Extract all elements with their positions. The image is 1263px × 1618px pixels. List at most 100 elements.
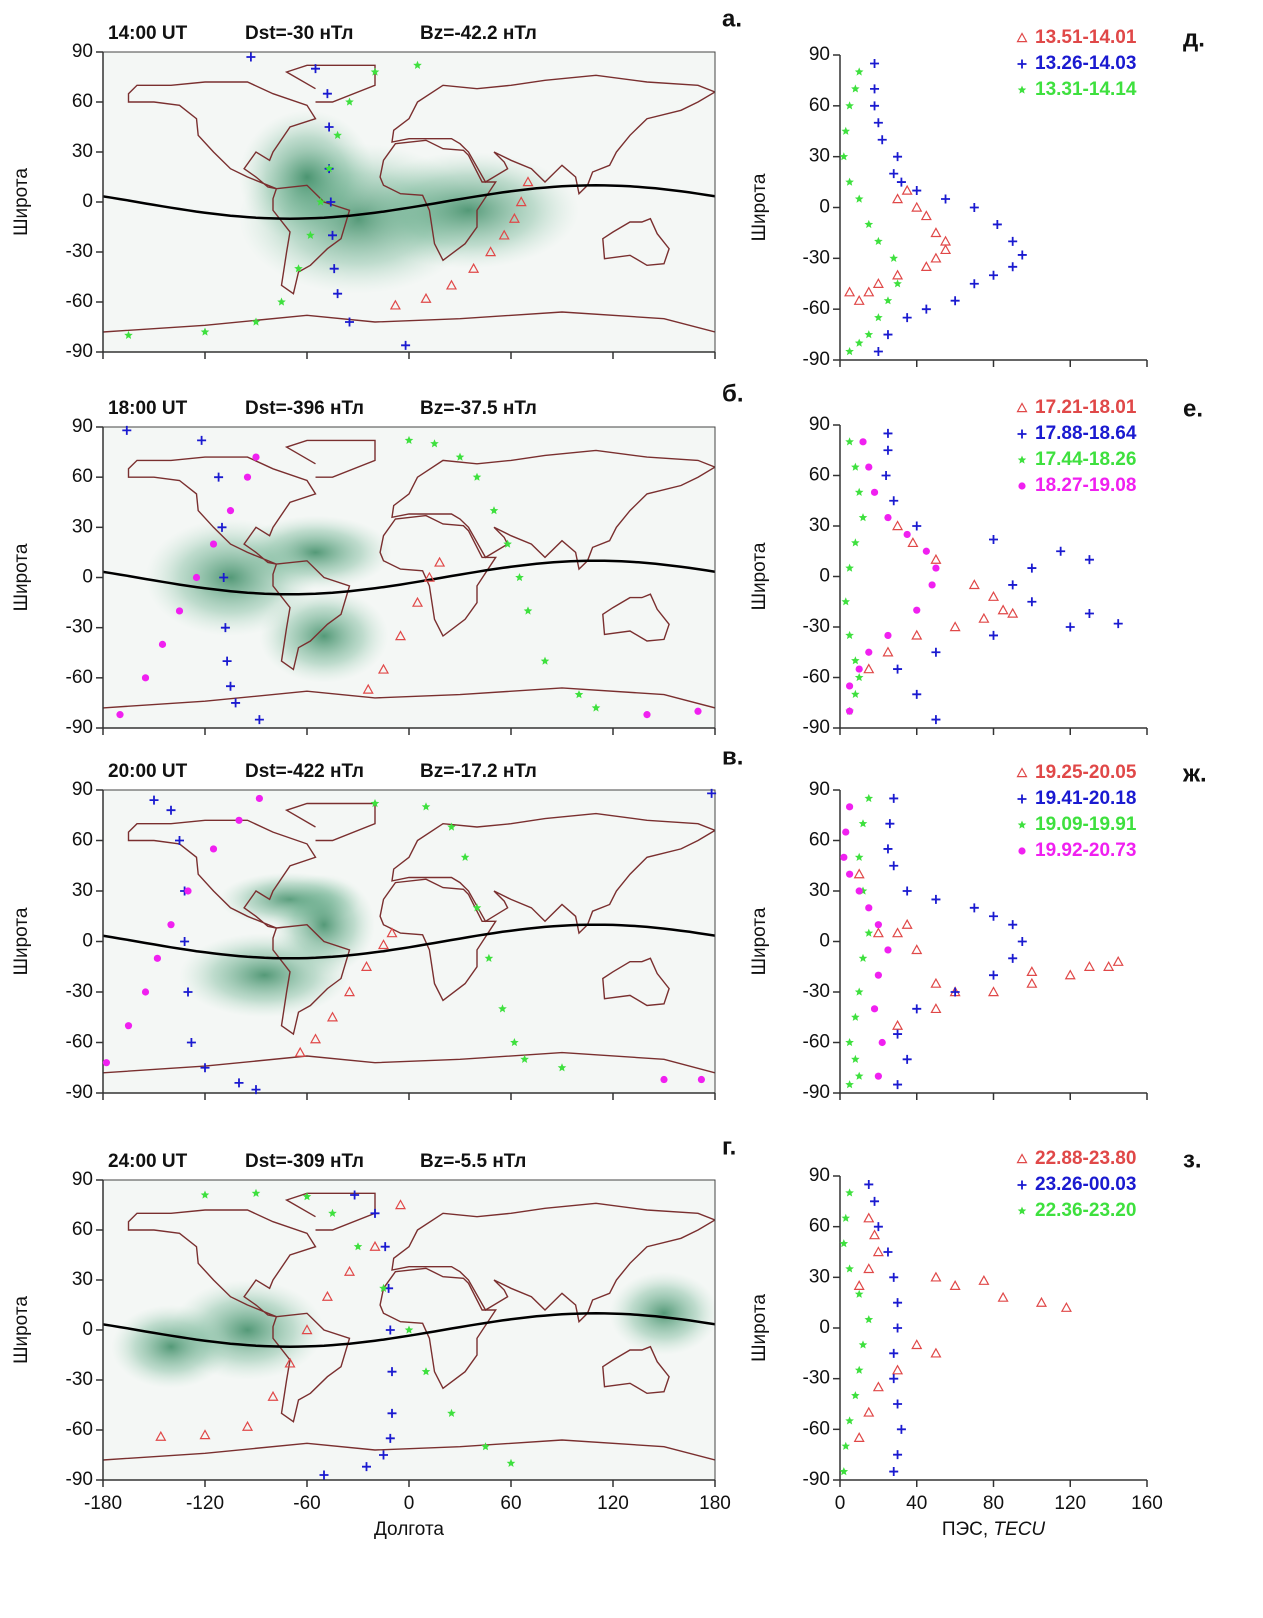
plus-marker	[989, 534, 998, 544]
plus-marker	[385, 1433, 395, 1443]
triangle-marker	[863, 1212, 875, 1223]
triangle-marker	[301, 1324, 313, 1335]
plus-marker	[969, 203, 979, 212]
plus-marker	[989, 970, 998, 980]
legend-label: 22.36-23.20	[1035, 1200, 1136, 1221]
plus-marker	[931, 647, 941, 657]
triangle-marker	[411, 596, 424, 607]
star-marker	[353, 1242, 363, 1251]
circle-marker	[878, 1038, 886, 1047]
circle-marker	[884, 513, 892, 522]
y-axis-label: Широта	[749, 1294, 770, 1362]
triangle-marker	[863, 663, 875, 674]
plus-marker	[889, 861, 899, 871]
plus-marker	[385, 1325, 395, 1335]
x-tick-label: 0	[404, 1493, 415, 1514]
y-tick-label: 0	[819, 1317, 830, 1338]
y-tick-label: 90	[72, 41, 93, 62]
circle-marker	[243, 473, 252, 481]
plus-marker	[883, 428, 893, 438]
plus-marker	[180, 937, 190, 946]
x-tick-label: 120	[597, 1493, 629, 1514]
triangle-marker	[911, 201, 923, 212]
legend-label: 19.25-20.05	[1035, 762, 1137, 783]
triangle-marker	[1016, 767, 1028, 778]
triangle-marker	[326, 1011, 339, 1022]
triangle-marker	[892, 193, 904, 204]
triangle-marker	[386, 927, 398, 938]
plus-marker	[387, 1408, 397, 1418]
plus-marker	[311, 64, 320, 74]
triangle-marker	[508, 212, 520, 223]
legend-label: 23.26-00.03	[1035, 1174, 1136, 1195]
plus-marker	[950, 296, 960, 306]
plus-marker	[870, 58, 880, 68]
star-marker	[845, 1188, 854, 1197]
star-marker	[854, 1365, 864, 1374]
plus-marker	[873, 347, 883, 357]
plus-marker	[893, 1323, 903, 1333]
plus-marker	[921, 304, 931, 314]
legend-label: 18.27-19.08	[1035, 475, 1136, 496]
plus-marker	[326, 197, 336, 207]
y-tick-label: 30	[809, 880, 830, 901]
plus-marker	[231, 698, 241, 708]
star-marker	[404, 435, 414, 444]
coastline	[103, 687, 715, 709]
star-marker	[854, 987, 864, 996]
y-tick-label: -90	[803, 1082, 830, 1103]
star-marker	[200, 1190, 210, 1199]
y-tick-label: 60	[809, 1216, 830, 1237]
coastline	[379, 514, 497, 638]
triangle-marker	[284, 1357, 296, 1368]
circle-marker	[694, 707, 702, 715]
plot-frame	[840, 790, 1147, 1093]
y-tick-label: 0	[819, 566, 830, 587]
plus-marker	[1027, 563, 1037, 573]
x-tick-label: 80	[983, 1493, 1004, 1514]
plus-marker	[166, 805, 176, 815]
legend-label: 17.21-18.01	[1035, 397, 1137, 418]
star-marker	[854, 852, 864, 861]
triangle-marker	[1112, 955, 1124, 966]
star-marker	[484, 953, 494, 962]
bz-label: Bz=-17.2 нТл	[420, 761, 537, 782]
plus-marker	[350, 1190, 360, 1200]
y-tick-label: 0	[819, 931, 830, 952]
star-marker	[893, 279, 902, 288]
magnetic-equator	[103, 559, 715, 596]
triangle-marker	[987, 590, 1000, 601]
star-marker	[851, 1054, 860, 1063]
star-marker	[515, 573, 524, 582]
star-marker	[854, 487, 864, 496]
plus-marker	[217, 522, 227, 532]
plus-marker	[889, 169, 899, 179]
star-marker	[345, 97, 354, 106]
triangle-marker	[911, 944, 923, 955]
x-axis-unit: TECU	[993, 1519, 1045, 1540]
plot-frame	[840, 425, 1147, 728]
coastline	[379, 1267, 498, 1390]
dst-label: Dst=-422 нТл	[245, 761, 364, 782]
plus-marker	[1084, 555, 1094, 565]
circle-marker	[903, 530, 911, 539]
triangle-marker	[872, 1381, 884, 1392]
coastline	[391, 812, 715, 935]
plus-marker	[1008, 920, 1018, 930]
star-marker	[851, 689, 860, 698]
circle-marker	[840, 853, 848, 861]
star-marker	[1017, 820, 1027, 829]
y-tick-label: 60	[809, 95, 830, 116]
triangle-marker	[294, 1046, 306, 1057]
star-marker	[404, 1325, 414, 1334]
coastline	[127, 456, 317, 565]
x-tick-label: 160	[1131, 1493, 1163, 1514]
triangle-marker	[522, 176, 534, 187]
plus-marker	[873, 1222, 883, 1232]
plus-marker	[1008, 953, 1018, 963]
star-marker	[324, 164, 334, 173]
coastline	[284, 1192, 376, 1231]
plus-marker	[912, 186, 922, 196]
plus-marker	[246, 52, 256, 62]
plus-marker	[870, 1196, 880, 1206]
